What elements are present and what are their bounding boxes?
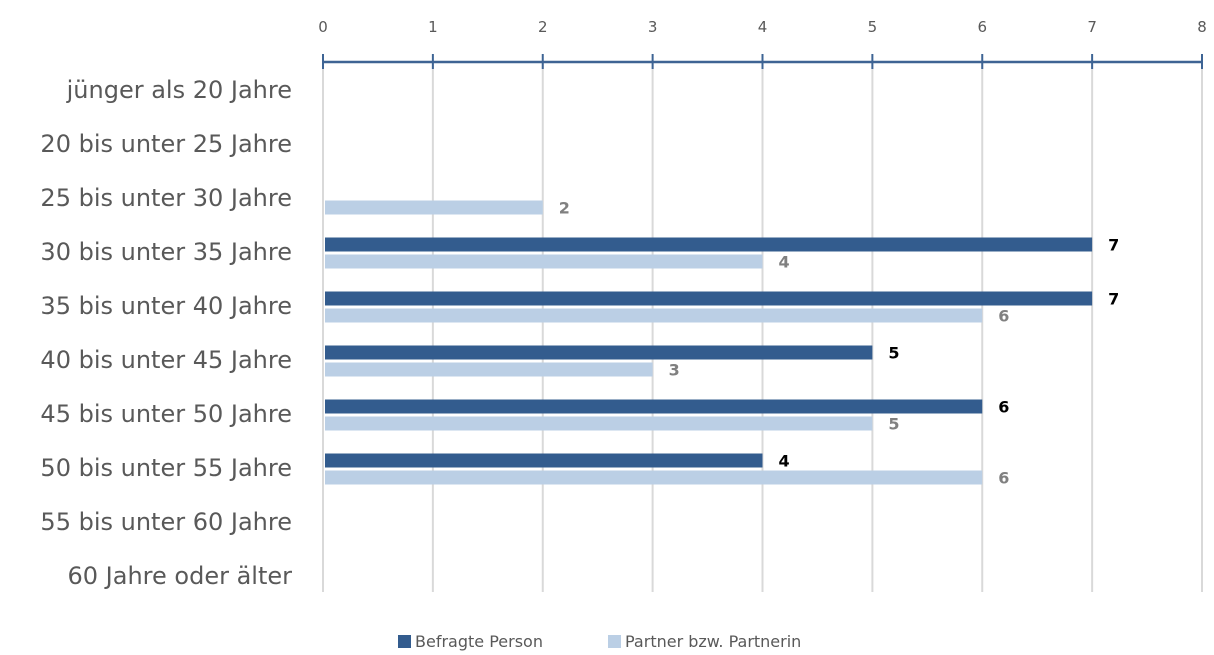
gridlines <box>322 62 1203 592</box>
category-label: 30 bis unter 35 Jahre <box>40 238 292 266</box>
bar-befragte-person <box>325 237 1093 252</box>
x-tick-label: 0 <box>318 18 328 36</box>
bar-partner <box>325 362 653 377</box>
category-label: 45 bis unter 50 Jahre <box>40 400 292 428</box>
x-tick-label: 3 <box>648 18 658 36</box>
bars <box>325 200 1093 485</box>
data-label: 4 <box>779 253 790 272</box>
x-tick-label: 7 <box>1087 18 1097 36</box>
category-label: jünger als 20 Jahre <box>66 76 292 104</box>
legend-swatch <box>398 635 411 648</box>
data-label: 4 <box>779 452 790 471</box>
category-label: 35 bis unter 40 Jahre <box>40 292 292 320</box>
bar-partner <box>325 308 983 323</box>
data-label: 6 <box>998 469 1009 488</box>
category-label: 60 Jahre oder älter <box>68 562 293 590</box>
category-label: 20 bis unter 25 Jahre <box>40 130 292 158</box>
x-tick-label: 6 <box>977 18 987 36</box>
bar-befragte-person <box>325 399 983 414</box>
category-label: 40 bis unter 45 Jahre <box>40 346 292 374</box>
data-label: 7 <box>1108 236 1119 255</box>
x-tick-label: 2 <box>538 18 548 36</box>
bar-partner <box>325 470 983 485</box>
legend-label: Partner bzw. Partnerin <box>625 632 801 651</box>
x-tick-label: 4 <box>758 18 768 36</box>
bar-befragte-person <box>325 345 873 360</box>
legend-label: Befragte Person <box>415 632 543 651</box>
data-label: 3 <box>669 361 680 380</box>
data-label: 2 <box>559 199 570 218</box>
x-axis: 0 1 2 3 4 5 6 7 8 <box>318 18 1207 69</box>
data-labels: 2 7 4 7 6 5 3 6 5 4 6 <box>559 199 1120 488</box>
data-label: 5 <box>888 415 899 434</box>
category-label: 25 bis unter 30 Jahre <box>40 184 292 212</box>
x-tick-label: 5 <box>868 18 878 36</box>
data-label: 7 <box>1108 290 1119 309</box>
data-label: 6 <box>998 398 1009 417</box>
x-tick-label: 1 <box>428 18 438 36</box>
data-label: 6 <box>998 307 1009 326</box>
bar-partner <box>325 254 763 269</box>
bar-partner <box>325 416 873 431</box>
category-label: 55 bis unter 60 Jahre <box>40 508 292 536</box>
category-labels: jünger als 20 Jahre 20 bis unter 25 Jahre… <box>40 76 292 590</box>
category-label: 50 bis unter 55 Jahre <box>40 454 292 482</box>
x-tick-label: 8 <box>1197 18 1207 36</box>
bar-befragte-person <box>325 291 1093 306</box>
legend-swatch <box>608 635 621 648</box>
bar-befragte-person <box>325 453 763 468</box>
data-label: 5 <box>888 344 899 363</box>
legend: Befragte Person Partner bzw. Partnerin <box>398 632 801 651</box>
bar-partner <box>325 200 543 215</box>
